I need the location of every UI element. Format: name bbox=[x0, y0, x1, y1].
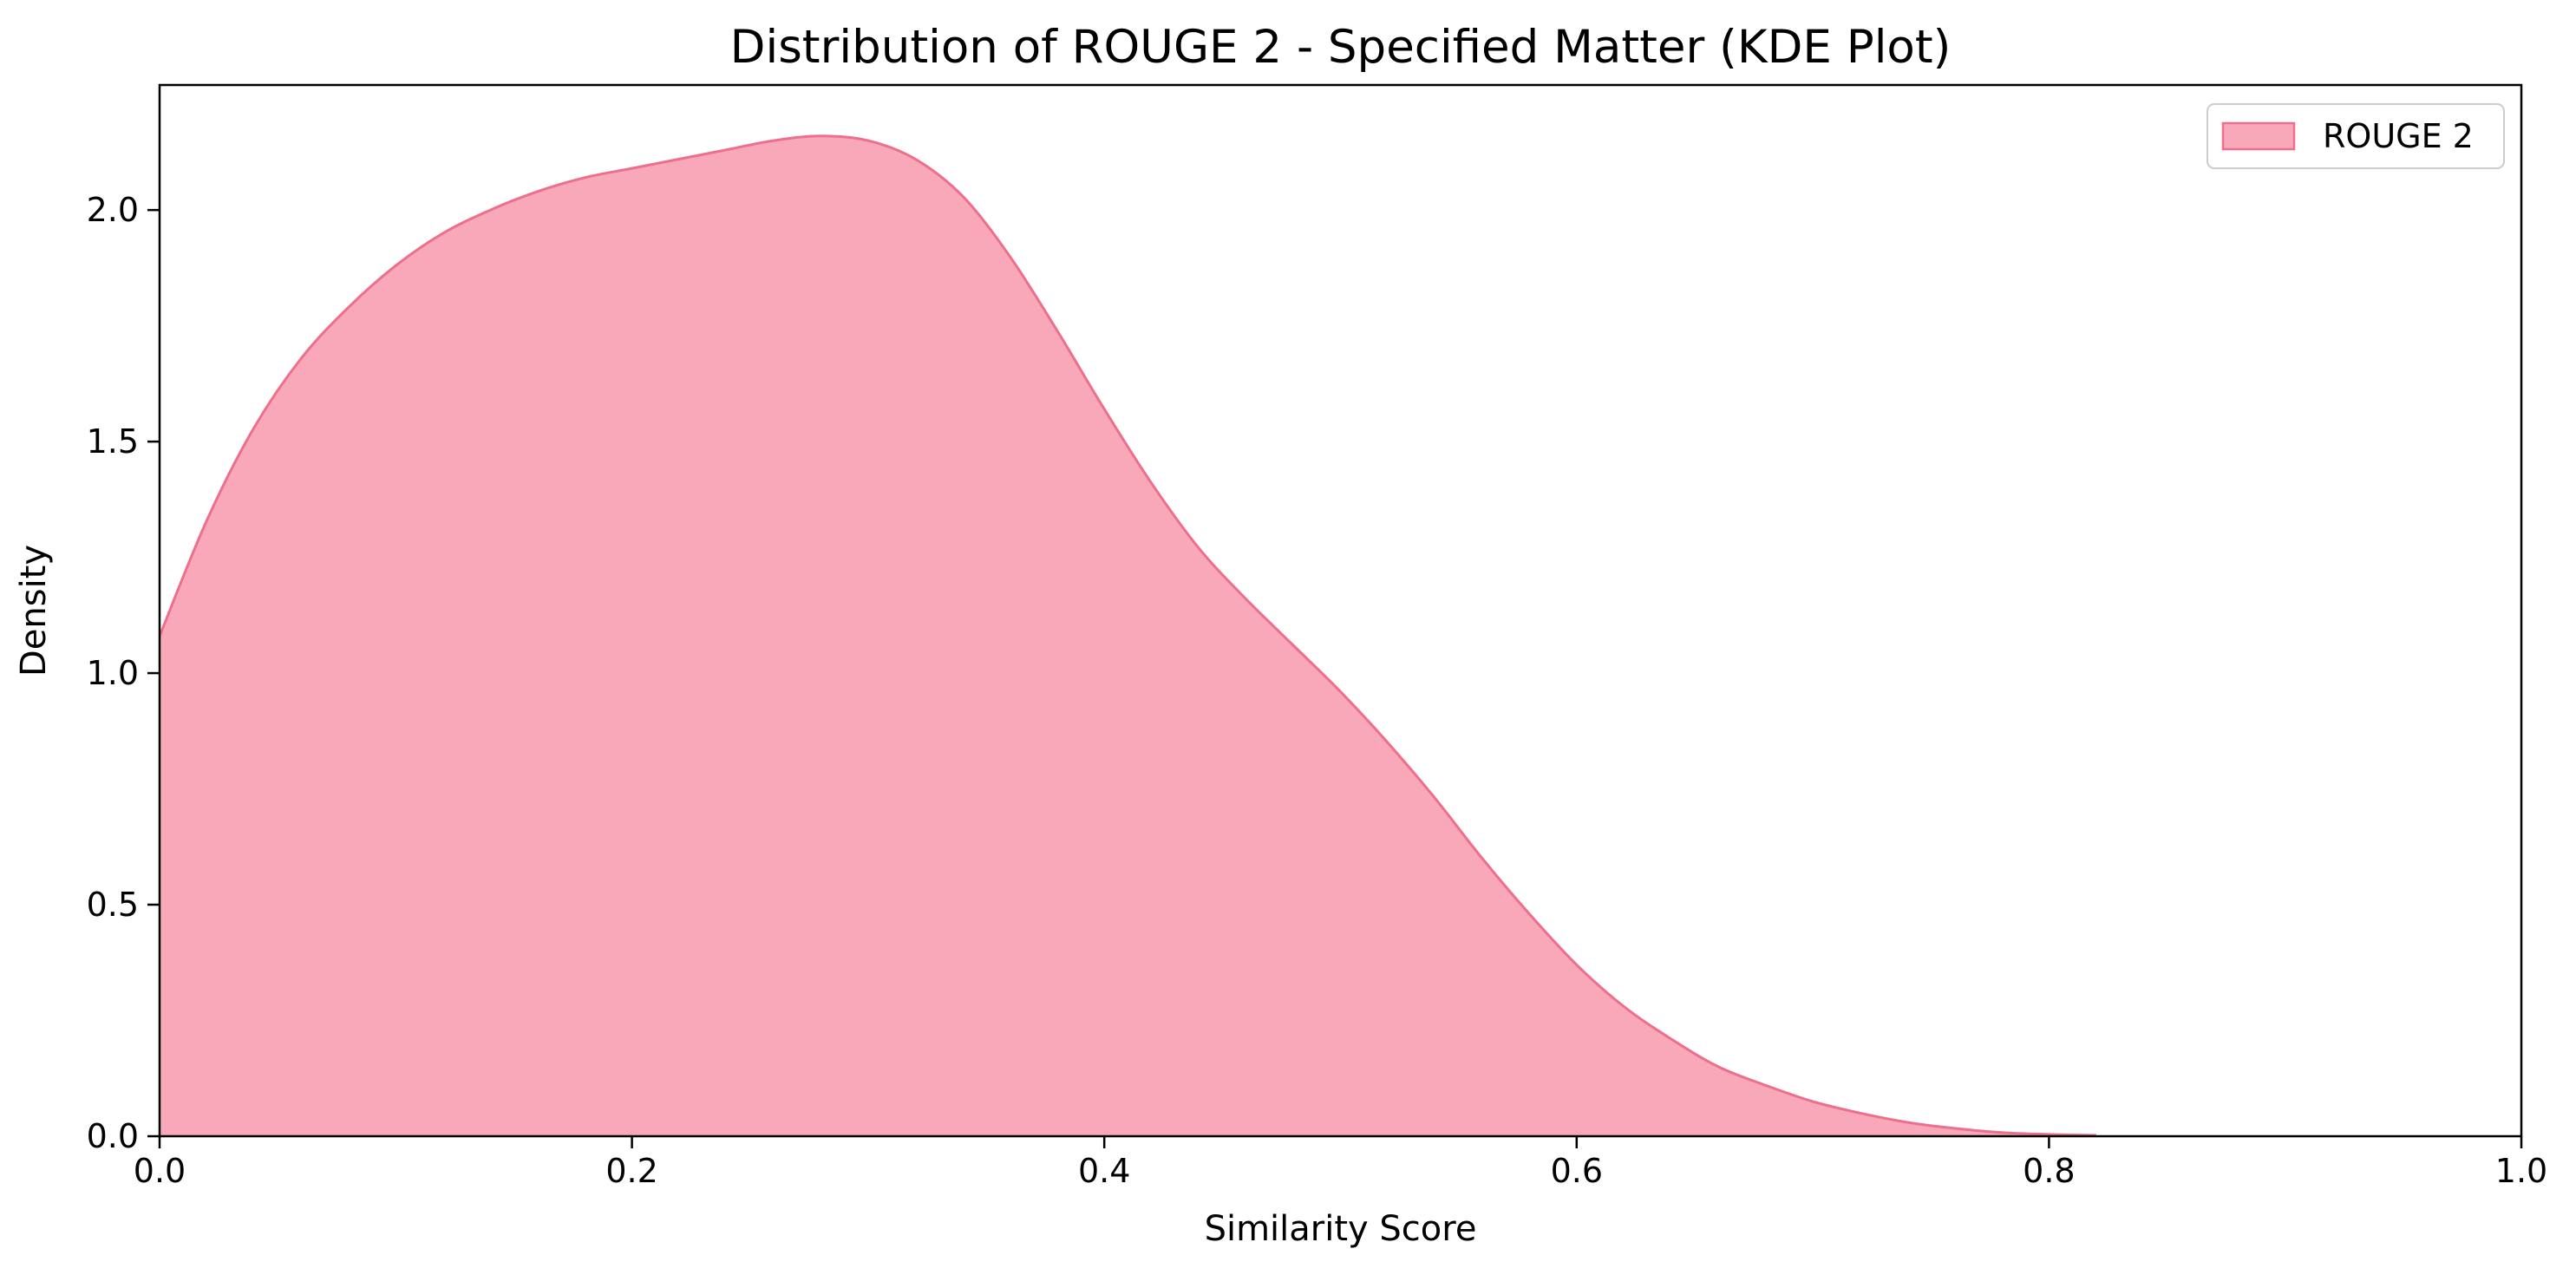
y-tick-label: 2.0 bbox=[87, 191, 139, 229]
y-tick-label: 0.0 bbox=[87, 1117, 139, 1155]
legend: ROUGE 2 bbox=[2207, 103, 2505, 169]
legend-box bbox=[2207, 103, 2505, 169]
y-tick-label: 1.0 bbox=[87, 654, 139, 692]
x-axis: 0.0 0.2 0.4 0.6 0.8 1.0 bbox=[134, 1136, 2547, 1190]
kde-line-0 bbox=[158, 134, 2096, 1137]
x-tick-label: 1.0 bbox=[2495, 1152, 2547, 1190]
x-tick-label: 0.0 bbox=[134, 1152, 186, 1190]
y-tick-label: 0.5 bbox=[87, 886, 139, 924]
plot-area bbox=[158, 134, 2096, 1137]
x-axis-label: Similarity Score bbox=[1205, 1209, 1477, 1249]
x-tick-label: 0.4 bbox=[1078, 1152, 1130, 1190]
y-axis-label: Density bbox=[14, 545, 54, 677]
legend-swatch bbox=[2221, 121, 2296, 151]
x-tick-label: 0.6 bbox=[1551, 1152, 1603, 1190]
plot-frame bbox=[158, 83, 2523, 1138]
y-axis: 0.0 0.5 1.0 1.5 2.0 bbox=[87, 191, 160, 1155]
legend-label: ROUGE 2 bbox=[2323, 117, 2474, 155]
x-tick-label: 0.2 bbox=[605, 1152, 657, 1190]
kde-area-0 bbox=[160, 135, 2096, 1137]
y-tick-label: 1.5 bbox=[87, 422, 139, 461]
x-tick-label: 0.8 bbox=[2023, 1152, 2075, 1190]
chart-title: Distribution of ROUGE 2 - Specified Matt… bbox=[730, 21, 1952, 74]
